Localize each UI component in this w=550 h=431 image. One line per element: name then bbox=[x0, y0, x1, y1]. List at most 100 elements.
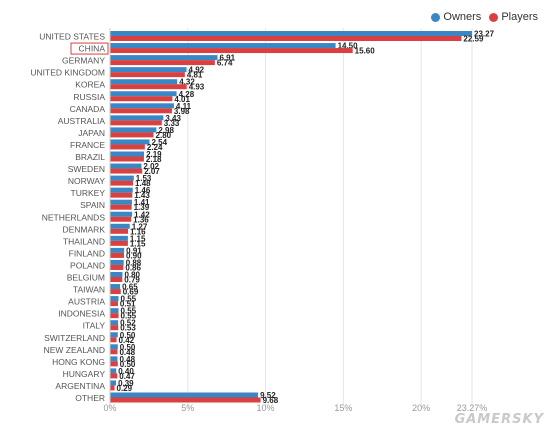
category-label: SPAIN bbox=[80, 200, 105, 210]
data-label-owners: 2.54 bbox=[152, 138, 168, 147]
data-label-owners: 0.52 bbox=[120, 319, 136, 328]
data-label-players: 2.07 bbox=[144, 167, 160, 176]
data-label-players: 3.33 bbox=[164, 119, 180, 128]
data-label-owners: 1.46 bbox=[135, 186, 151, 195]
bar-owners bbox=[110, 163, 142, 169]
data-label-owners: 4.28 bbox=[179, 90, 195, 99]
data-label-owners: 4.11 bbox=[176, 102, 192, 111]
bar-owners bbox=[110, 175, 134, 181]
bar-players bbox=[110, 373, 118, 379]
bar-players bbox=[110, 361, 118, 367]
category-label: JAPAN bbox=[78, 128, 105, 138]
category-label: UNITED STATES bbox=[39, 32, 105, 42]
data-label-players: 1.36 bbox=[133, 215, 149, 224]
x-tick-label: 10% bbox=[257, 403, 275, 413]
bar-players bbox=[110, 397, 261, 403]
data-label-players: 4.93 bbox=[189, 83, 205, 92]
bar-players bbox=[110, 144, 145, 150]
data-label-players: 1.43 bbox=[134, 191, 150, 200]
data-label-players: 1.39 bbox=[134, 203, 150, 212]
data-label-owners: 0.39 bbox=[118, 379, 134, 388]
category-label: UNITED KINGDOM bbox=[30, 68, 105, 78]
category-label: BELGIUM bbox=[67, 273, 105, 283]
data-label-owners: 6.91 bbox=[219, 54, 235, 63]
data-label-players: 4.01 bbox=[174, 95, 190, 104]
category-label: KOREA bbox=[75, 80, 105, 90]
watermark-logo: GAMERSKY bbox=[454, 412, 544, 427]
data-label-owners: 0.48 bbox=[119, 355, 135, 364]
legend-owners-swatch bbox=[431, 12, 441, 22]
legend-players-swatch bbox=[489, 12, 499, 22]
data-label-players: 0.69 bbox=[123, 288, 139, 297]
category-label: SWEDEN bbox=[68, 164, 105, 174]
data-label-owners: 0.91 bbox=[126, 246, 142, 255]
data-label-players: 4.81 bbox=[187, 71, 203, 80]
x-tick-label: 15% bbox=[334, 403, 352, 413]
bar-owners bbox=[110, 127, 157, 133]
bar-owners bbox=[110, 43, 336, 49]
category-label: NEW ZEALAND bbox=[44, 345, 105, 355]
data-label-owners: 4.92 bbox=[189, 66, 205, 75]
category-label: AUSTRALIA bbox=[58, 116, 106, 126]
data-label-owners: 0.40 bbox=[118, 367, 134, 376]
bar-owners bbox=[110, 139, 150, 145]
data-label-owners: 2.98 bbox=[158, 126, 174, 135]
bar-owners bbox=[110, 296, 119, 302]
bar-owners bbox=[110, 247, 125, 253]
category-label: AUSTRIA bbox=[68, 297, 105, 307]
bar-players bbox=[110, 204, 132, 210]
data-label-players: 2.80 bbox=[156, 131, 172, 140]
data-label-players: 0.79 bbox=[124, 276, 140, 285]
category-label: TAIWAN bbox=[73, 285, 105, 295]
category-label: SWITZERLAND bbox=[44, 333, 105, 343]
bar-players bbox=[110, 385, 115, 391]
data-label-players: 22.59 bbox=[463, 35, 484, 44]
data-label-players: 6.74 bbox=[217, 59, 233, 68]
legend-owners-label: Owners bbox=[443, 11, 482, 23]
data-label-owners: 0.80 bbox=[124, 271, 140, 280]
legend-item-owners[interactable]: Owners bbox=[431, 11, 481, 23]
data-label-players: 0.48 bbox=[119, 348, 135, 357]
bar-owners bbox=[110, 211, 133, 217]
bar-players bbox=[110, 168, 143, 174]
bar-players bbox=[110, 289, 121, 295]
bar-players bbox=[110, 156, 144, 162]
bar-players bbox=[110, 349, 118, 355]
bar-owners bbox=[110, 308, 119, 314]
data-label-owners: 0.50 bbox=[120, 331, 136, 340]
category-label: NORWAY bbox=[68, 176, 105, 186]
highlight-box bbox=[70, 42, 109, 55]
data-label-players: 1.15 bbox=[130, 239, 146, 248]
x-tick-label: 0% bbox=[103, 403, 116, 413]
x-tick-label: 5% bbox=[181, 403, 194, 413]
data-label-owners: 1.27 bbox=[132, 222, 148, 231]
bar-players bbox=[110, 277, 123, 282]
data-label-players: 0.53 bbox=[120, 324, 136, 333]
data-label-players: 2.24 bbox=[147, 143, 163, 152]
data-label-owners: 23.27 bbox=[474, 30, 495, 39]
bar-owners bbox=[110, 235, 128, 241]
category-label: FRANCE bbox=[70, 140, 105, 150]
bar-players bbox=[110, 180, 134, 186]
data-label-players: 0.42 bbox=[119, 336, 135, 345]
bar-players bbox=[110, 36, 462, 41]
bar-owners bbox=[110, 67, 187, 73]
data-label-owners: 3.43 bbox=[165, 114, 181, 123]
legend-item-players[interactable]: Players bbox=[489, 11, 538, 23]
bar-players bbox=[110, 313, 119, 319]
category-label: POLAND bbox=[70, 260, 105, 270]
legend-players-label: Players bbox=[501, 11, 538, 23]
data-label-owners: 1.41 bbox=[134, 198, 150, 207]
data-label-owners: 0.55 bbox=[121, 295, 137, 304]
bar-players bbox=[110, 216, 132, 222]
category-label: DENMARK bbox=[62, 224, 105, 234]
data-label-players: 0.90 bbox=[126, 251, 142, 260]
bar-players bbox=[110, 108, 172, 114]
category-label: TURKEY bbox=[71, 188, 106, 198]
bar-owners bbox=[110, 344, 118, 350]
bar-owners bbox=[110, 380, 117, 386]
bar-owners bbox=[110, 187, 133, 193]
bar-players bbox=[110, 264, 124, 270]
data-label-owners: 0.65 bbox=[122, 283, 138, 292]
